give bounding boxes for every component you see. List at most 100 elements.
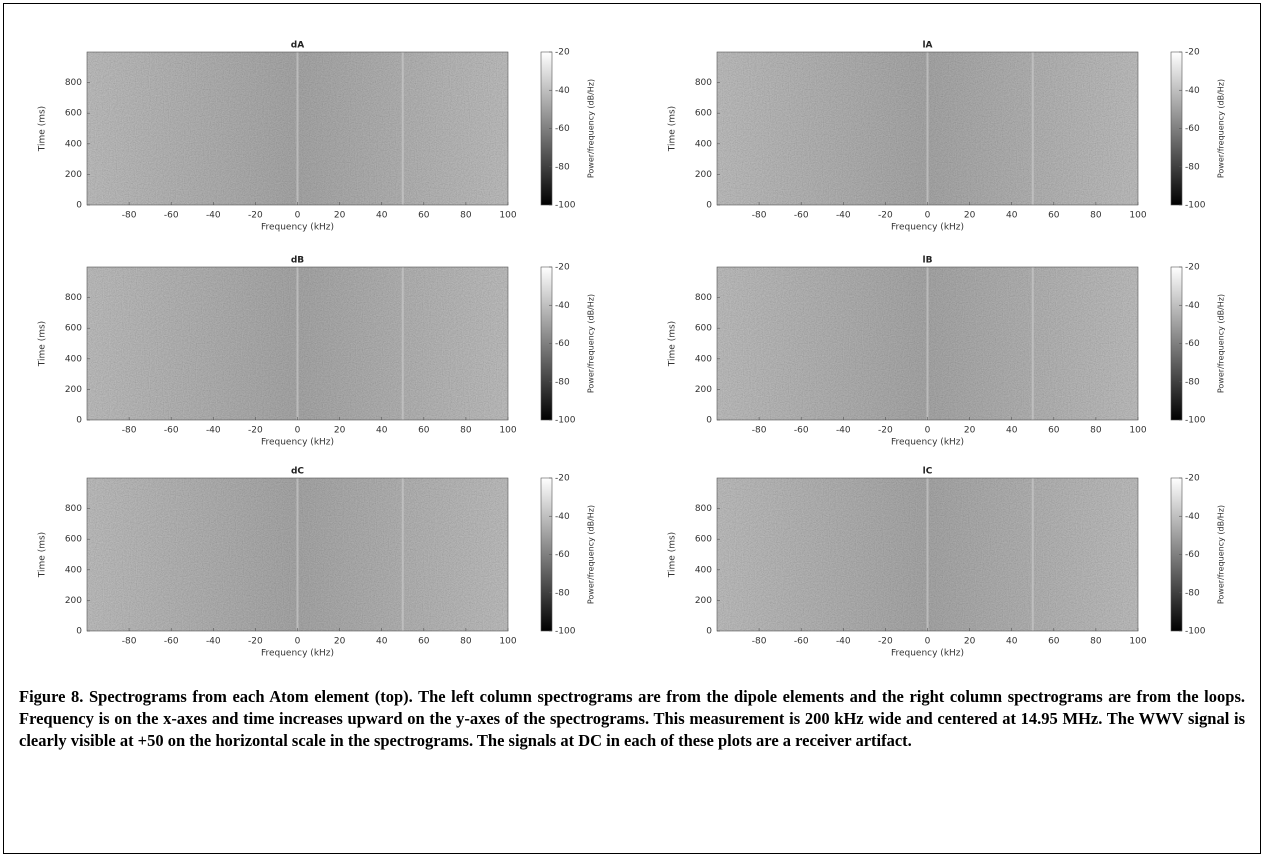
colorbar-tick-label: -20 [555,48,570,58]
colorbar-tick-label: -60 [555,550,570,560]
colorbar-tick-label: -60 [1185,124,1200,134]
x-tick-label: -40 [206,211,221,221]
x-tick-label: 20 [964,211,976,221]
x-tick-label: 80 [460,637,472,647]
x-tick-label: 60 [418,637,430,647]
y-tick-label: 400 [695,139,712,149]
y-tick-label: 400 [65,139,82,149]
colorbar-tick-label: -80 [1185,162,1200,172]
chart-title: lA [922,41,932,51]
colorbar-label: Power/frequency (dB/Hz) [587,505,596,604]
colorbar-tick-label: -20 [1185,48,1200,58]
y-tick-label: 0 [76,627,82,637]
x-axis-label: Frequency (kHz) [891,438,964,448]
y-tick-label: 800 [65,293,82,303]
y-tick-label: 200 [65,385,82,395]
x-tick-label: -40 [206,426,221,436]
x-tick-label: -20 [878,211,893,221]
x-tick-label: -80 [752,426,767,436]
y-tick-label: 400 [65,354,82,364]
y-tick-label: 600 [695,535,712,545]
x-tick-label: 80 [460,211,472,221]
figure-caption: Figure 8. Spectrograms from each Atom el… [19,687,1245,750]
colorbar-tick-label: -100 [1185,201,1206,211]
colorbar-tick-label: -20 [1185,474,1200,484]
x-tick-label: -40 [206,637,221,647]
y-tick-label: 0 [706,201,712,211]
y-tick-label: 200 [695,385,712,395]
x-tick-label: -20 [248,637,263,647]
y-tick-label: 800 [65,504,82,514]
x-tick-label: -20 [878,637,893,647]
x-tick-label: -80 [752,211,767,221]
x-tick-label: -60 [164,211,179,221]
x-tick-label: 20 [334,637,346,647]
x-tick-label: 60 [1048,211,1060,221]
x-tick-label: 100 [499,211,516,221]
y-tick-label: 600 [65,535,82,545]
colorbar-tick-label: -100 [1185,416,1206,426]
y-axis-label: Time (ms) [668,532,678,578]
colorbar-label: Power/frequency (dB/Hz) [1217,79,1226,178]
x-axis-label: Frequency (kHz) [891,223,964,233]
colorbar-tick-label: -80 [1185,377,1200,387]
x-axis-label: Frequency (kHz) [261,438,334,448]
x-tick-label: -60 [794,637,809,647]
colorbar-label: Power/frequency (dB/Hz) [1217,505,1226,604]
colorbar-tick-label: -40 [1185,512,1200,522]
x-tick-label: 80 [1090,426,1102,436]
colorbar-tick-label: -100 [555,201,576,211]
y-tick-label: 600 [695,109,712,119]
x-tick-label: 0 [295,637,301,647]
x-tick-label: -60 [794,211,809,221]
y-tick-label: 200 [695,170,712,180]
y-tick-label: 0 [706,627,712,637]
x-axis-label: Frequency (kHz) [261,223,334,233]
x-tick-label: 40 [1006,211,1018,221]
y-tick-label: 200 [65,596,82,606]
x-tick-label: 100 [499,637,516,647]
x-axis-label: Frequency (kHz) [261,649,334,659]
x-tick-label: 20 [334,426,346,436]
colorbar-tick-label: -20 [555,263,570,273]
x-tick-label: 20 [334,211,346,221]
x-tick-label: 40 [1006,426,1018,436]
colorbar-tick-label: -60 [1185,550,1200,560]
figure-frame [3,3,1261,854]
colorbar-tick-label: -100 [555,627,576,637]
y-tick-label: 400 [65,565,82,575]
x-tick-label: -60 [794,426,809,436]
x-tick-label: 0 [925,637,931,647]
colorbar-tick-label: -100 [555,416,576,426]
x-tick-label: 20 [964,637,976,647]
y-tick-label: 800 [695,504,712,514]
colorbar-tick-label: -20 [1185,263,1200,273]
colorbar-tick-label: -80 [555,588,570,598]
x-tick-label: 60 [418,426,430,436]
y-tick-label: 0 [706,416,712,426]
y-tick-label: 200 [695,596,712,606]
colorbar-label: Power/frequency (dB/Hz) [587,294,596,393]
y-tick-label: 600 [65,109,82,119]
y-axis-label: Time (ms) [668,321,678,367]
x-tick-label: 0 [925,211,931,221]
x-tick-label: -80 [752,637,767,647]
y-tick-label: 600 [695,324,712,334]
x-tick-label: 20 [964,426,976,436]
x-tick-label: 0 [295,211,301,221]
x-tick-label: 80 [460,426,472,436]
x-tick-label: -40 [836,637,851,647]
x-tick-label: 40 [1006,637,1018,647]
y-axis-label: Time (ms) [38,321,48,367]
colorbar-tick-label: -40 [555,301,570,311]
x-tick-label: 80 [1090,211,1102,221]
chart-title: lC [923,467,933,477]
y-axis-label: Time (ms) [38,106,48,152]
colorbar-tick-label: -40 [555,86,570,96]
colorbar-tick-label: -60 [555,124,570,134]
y-tick-label: 200 [65,170,82,180]
colorbar-tick-label: -100 [1185,627,1206,637]
chart-title: lB [923,256,933,266]
x-tick-label: 100 [1129,211,1146,221]
